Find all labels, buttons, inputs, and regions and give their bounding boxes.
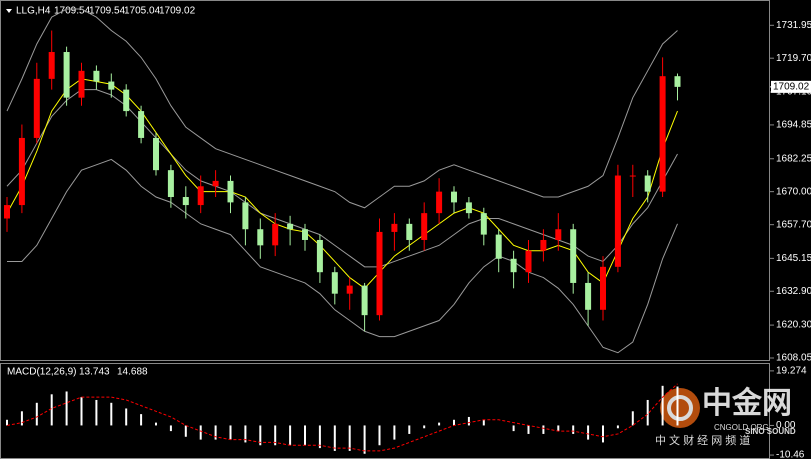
- y-tick-label: 1620.30: [776, 320, 811, 331]
- candle-body: [436, 191, 443, 214]
- y-tick-label: 1657.70: [776, 219, 811, 230]
- y-tick-label: 1682.25: [776, 153, 811, 164]
- price-box: [771, 80, 811, 93]
- indicator-line: [6, 8, 678, 209]
- menu-arrow[interactable]: [6, 9, 12, 13]
- candle-body: [48, 52, 55, 79]
- y-tick-label: -10.46: [776, 450, 805, 459]
- candle-body: [138, 111, 145, 138]
- candle-body: [614, 175, 621, 267]
- candle-body: [346, 285, 353, 294]
- candle-body: [570, 229, 577, 283]
- candle-body: [391, 223, 398, 232]
- macd-title: MACD(12,26,9): [7, 367, 76, 378]
- y-tick-label: 1608.05: [776, 353, 811, 364]
- candle-body: [406, 223, 413, 240]
- candle-body: [495, 234, 502, 259]
- main-frame: [0, 0, 770, 361]
- candle-body: [629, 175, 636, 177]
- candle-body: [227, 180, 234, 203]
- candle-body: [525, 250, 532, 273]
- y-tick-label: 1719.70: [776, 53, 811, 64]
- ohlc-value: 1709.02: [159, 6, 196, 17]
- candle-body: [167, 170, 174, 198]
- candle-body: [451, 191, 457, 203]
- current-price: 1709.02: [773, 82, 810, 93]
- candle-body: [287, 223, 294, 230]
- ohlc-value: 1709.54: [54, 6, 91, 17]
- candle-body: [510, 258, 517, 273]
- candle-body: [4, 205, 10, 219]
- indicator-line: [6, 89, 678, 268]
- candle-body: [63, 52, 70, 98]
- watermark: 中金网 CNGOLD.ORG SINO SOUND 中 文 财 经 网 频 道: [655, 386, 796, 447]
- logo: [660, 388, 700, 428]
- candle-body: [153, 137, 159, 171]
- y-tick-label: 1645.15: [776, 253, 811, 264]
- candle-body: [316, 239, 323, 273]
- candle-body: [540, 239, 547, 251]
- candle-body: [480, 213, 487, 235]
- candle-body: [93, 70, 100, 82]
- candle-body: [182, 197, 189, 206]
- candle-body: [331, 272, 338, 294]
- candle-body: [302, 229, 308, 240]
- candle-body: [421, 213, 428, 240]
- candle-body: [197, 186, 204, 206]
- candle-body: [659, 76, 666, 192]
- candle-body: [123, 89, 130, 112]
- watermark-brand: SINO SOUND: [745, 427, 796, 436]
- watermark-caption: 中 文 财 经 网 频 道: [655, 433, 750, 447]
- candle-body: [600, 266, 606, 310]
- symbol-title: LLG,H4: [16, 6, 51, 17]
- indicator-line: [6, 78, 678, 289]
- candle-body: [272, 223, 279, 246]
- indicator-line: [7, 158, 678, 354]
- candle-body: [18, 137, 25, 206]
- candle-body: [674, 76, 681, 87]
- macd-value: 14.688: [117, 367, 148, 378]
- candle-body: [108, 81, 115, 90]
- candle-body: [78, 70, 85, 98]
- macd-value: 13.743: [79, 367, 110, 378]
- candle-body: [465, 202, 472, 214]
- watermark-site: CNGOLD.ORG: [714, 423, 769, 432]
- candle-body: [361, 285, 368, 316]
- y-tick-label: 19.274: [776, 366, 807, 377]
- y-tick-label: 1632.90: [776, 286, 811, 297]
- ohlc-value: 1705.04: [124, 6, 161, 17]
- signal-line: [6, 383, 678, 452]
- candle-body: [644, 175, 651, 192]
- y-tick-label: 1670.00: [776, 186, 811, 197]
- logo-mark: [667, 395, 693, 421]
- ohlc-value: 1709.54: [89, 6, 126, 17]
- candle-body: [33, 78, 40, 138]
- candle-body: [555, 229, 562, 240]
- watermark-title: 中金网: [702, 386, 792, 420]
- candle-body: [242, 202, 249, 230]
- y-tick-label: 1694.85: [776, 120, 811, 131]
- candle-body: [257, 229, 264, 246]
- candle-body: [585, 282, 592, 310]
- candle-body: [376, 231, 383, 316]
- y-tick-label: 0.00: [776, 420, 796, 431]
- candle-body: [212, 180, 219, 187]
- y-tick-label: 1731.95: [776, 20, 811, 31]
